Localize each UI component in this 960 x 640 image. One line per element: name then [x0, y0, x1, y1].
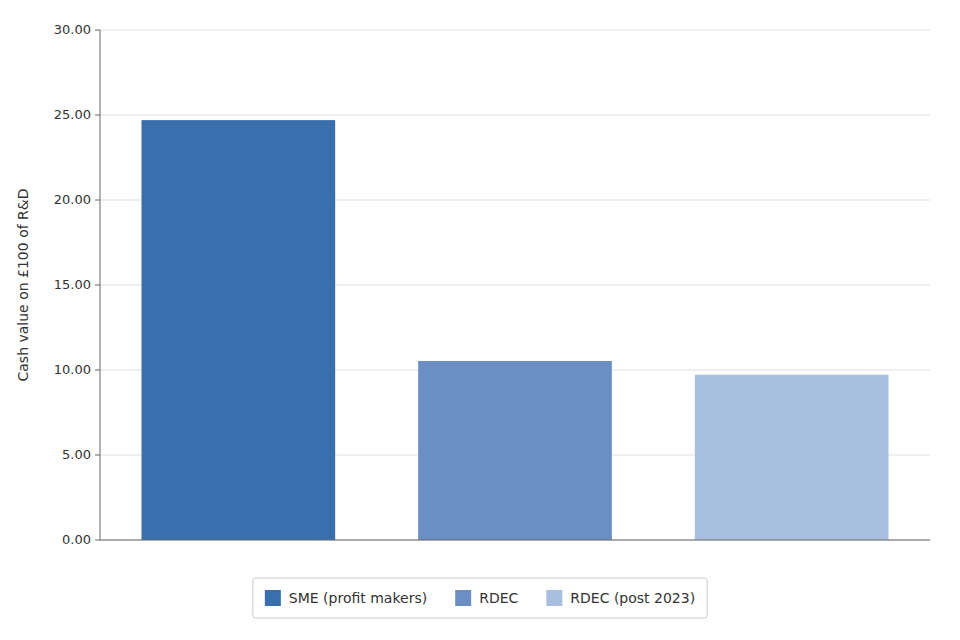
tick-label: 10.00 — [54, 362, 91, 377]
legend-frame — [253, 578, 707, 618]
grid-line — [100, 30, 930, 31]
legend-label: RDEC — [479, 590, 518, 606]
chart-svg: 0.00 5.00 10.00 15.00 20.00 25.00 30.00 Cash va… — [0, 0, 960, 640]
tick-label: 30.00 — [54, 22, 91, 37]
legend-swatch — [546, 590, 562, 606]
bar — [142, 120, 336, 540]
y-axis-ticks: 0.00 5.00 10.00 15.00 20.00 25.00 30.00 — [54, 22, 100, 547]
tick-mark — [95, 30, 100, 31]
y-axis-label: Cash value on £100 of R&D — [15, 189, 31, 382]
legend-swatch — [265, 590, 281, 606]
legend: SME (profit makers) RDEC RDEC (post 2023) — [253, 578, 707, 618]
tick-mark — [95, 115, 100, 116]
tick-label: 15.00 — [54, 277, 91, 292]
grid-line — [100, 540, 930, 541]
grid-line — [100, 115, 930, 116]
tick-mark — [95, 455, 100, 456]
chart-container: 0.00 5.00 10.00 15.00 20.00 25.00 30.00 Cash va… — [0, 0, 960, 640]
legend-item: RDEC (post 2023) — [546, 590, 695, 606]
legend-item: SME (profit makers) — [265, 590, 427, 606]
bar — [695, 375, 889, 540]
bars — [142, 120, 889, 540]
tick-mark — [95, 370, 100, 371]
tick-mark — [95, 200, 100, 201]
tick-label: 25.00 — [54, 107, 91, 122]
legend-swatch — [455, 590, 471, 606]
tick-label: 0.00 — [62, 532, 91, 547]
legend-label: SME (profit makers) — [289, 590, 427, 606]
legend-item: RDEC — [455, 590, 518, 606]
tick-label: 20.00 — [54, 192, 91, 207]
x-axis-line — [100, 540, 930, 541]
y-grid — [100, 30, 930, 540]
tick-mark — [95, 285, 100, 286]
bar — [418, 361, 612, 540]
y-axis-line — [100, 30, 101, 540]
tick-mark — [95, 540, 100, 541]
tick-label: 5.00 — [62, 447, 91, 462]
legend-label: RDEC (post 2023) — [570, 590, 695, 606]
